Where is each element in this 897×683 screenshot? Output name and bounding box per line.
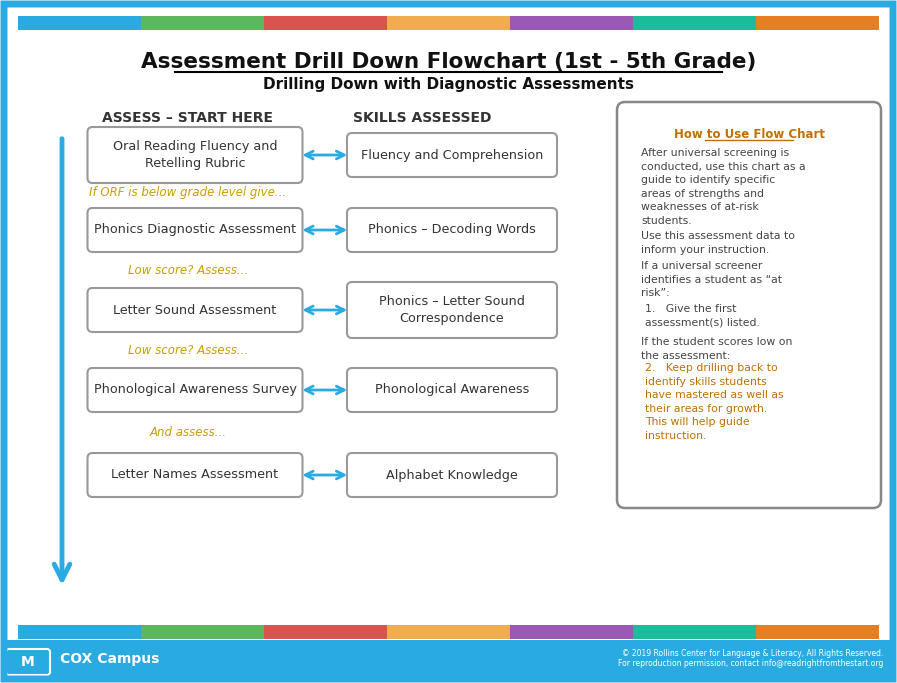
FancyBboxPatch shape [347,368,557,412]
Text: 1.   Give the first
assessment(s) listed.: 1. Give the first assessment(s) listed. [645,304,760,328]
Bar [756,625,879,639]
FancyBboxPatch shape [6,649,50,675]
Bar [141,16,264,30]
Text: Alphabet Knowledge: Alphabet Knowledge [386,469,518,482]
Text: If a universal screener
identifies a student as “at
risk”:: If a universal screener identifies a stu… [641,261,782,298]
Bar [18,16,141,30]
Text: Oral Reading Fluency and
Retelling Rubric: Oral Reading Fluency and Retelling Rubri… [113,140,277,170]
Text: Phonological Awareness: Phonological Awareness [375,383,529,397]
FancyBboxPatch shape [88,127,302,183]
Text: For reproduction permission, contact info@readrightfromthestart.org: For reproduction permission, contact inf… [618,660,883,669]
Text: Letter Sound Assessment: Letter Sound Assessment [113,303,276,316]
Text: If the student scores low on
the assessment:: If the student scores low on the assessm… [641,337,792,361]
FancyBboxPatch shape [347,208,557,252]
FancyBboxPatch shape [347,453,557,497]
Text: Drilling Down with Diagnostic Assessments: Drilling Down with Diagnostic Assessment… [263,77,634,92]
Text: And assess...: And assess... [150,426,227,439]
FancyBboxPatch shape [617,102,881,508]
Text: Low score? Assess...: Low score? Assess... [128,264,248,277]
Text: How to Use Flow Chart: How to Use Flow Chart [674,128,824,141]
Text: Low score? Assess...: Low score? Assess... [128,344,248,357]
Bar [387,625,510,639]
Text: Phonics – Letter Sound
Correspondence: Phonics – Letter Sound Correspondence [379,295,525,325]
FancyBboxPatch shape [88,208,302,252]
Text: Assessment Drill Down Flowchart (1st - 5th Grade): Assessment Drill Down Flowchart (1st - 5… [141,52,756,72]
Bar [633,625,756,639]
Bar [510,625,633,639]
Text: After universal screening is
conducted, use this chart as a
guide to identify sp: After universal screening is conducted, … [641,148,806,226]
Text: If ORF is below grade level give...: If ORF is below grade level give... [90,186,286,199]
Text: © 2019 Rollins Center for Language & Literacy, All Rights Reserved.: © 2019 Rollins Center for Language & Lit… [622,650,883,658]
Text: COX Campus: COX Campus [60,652,160,666]
Text: Phonological Awareness Survey: Phonological Awareness Survey [93,383,296,397]
Bar [141,625,264,639]
Text: SKILLS ASSESSED: SKILLS ASSESSED [353,111,492,125]
Text: Use this assessment data to
inform your instruction.: Use this assessment data to inform your … [641,231,795,255]
Text: Phonics Diagnostic Assessment: Phonics Diagnostic Assessment [94,223,296,236]
Text: Fluency and Comprehension: Fluency and Comprehension [361,148,544,161]
Bar [18,625,141,639]
Bar [5,640,892,678]
Text: ASSESS – START HERE: ASSESS – START HERE [102,111,274,125]
Bar [264,16,387,30]
Text: Letter Names Assessment: Letter Names Assessment [111,469,279,482]
Bar [387,16,510,30]
FancyBboxPatch shape [88,368,302,412]
Bar [756,16,879,30]
FancyBboxPatch shape [88,453,302,497]
FancyBboxPatch shape [347,133,557,177]
Bar [264,625,387,639]
FancyBboxPatch shape [88,288,302,332]
Bar [633,16,756,30]
Text: Phonics – Decoding Words: Phonics – Decoding Words [368,223,536,236]
Text: 2.   Keep drilling back to
identify skills students
have mastered as well as
the: 2. Keep drilling back to identify skills… [645,363,784,441]
Text: M: M [22,655,35,669]
FancyBboxPatch shape [347,282,557,338]
Bar [510,16,633,30]
